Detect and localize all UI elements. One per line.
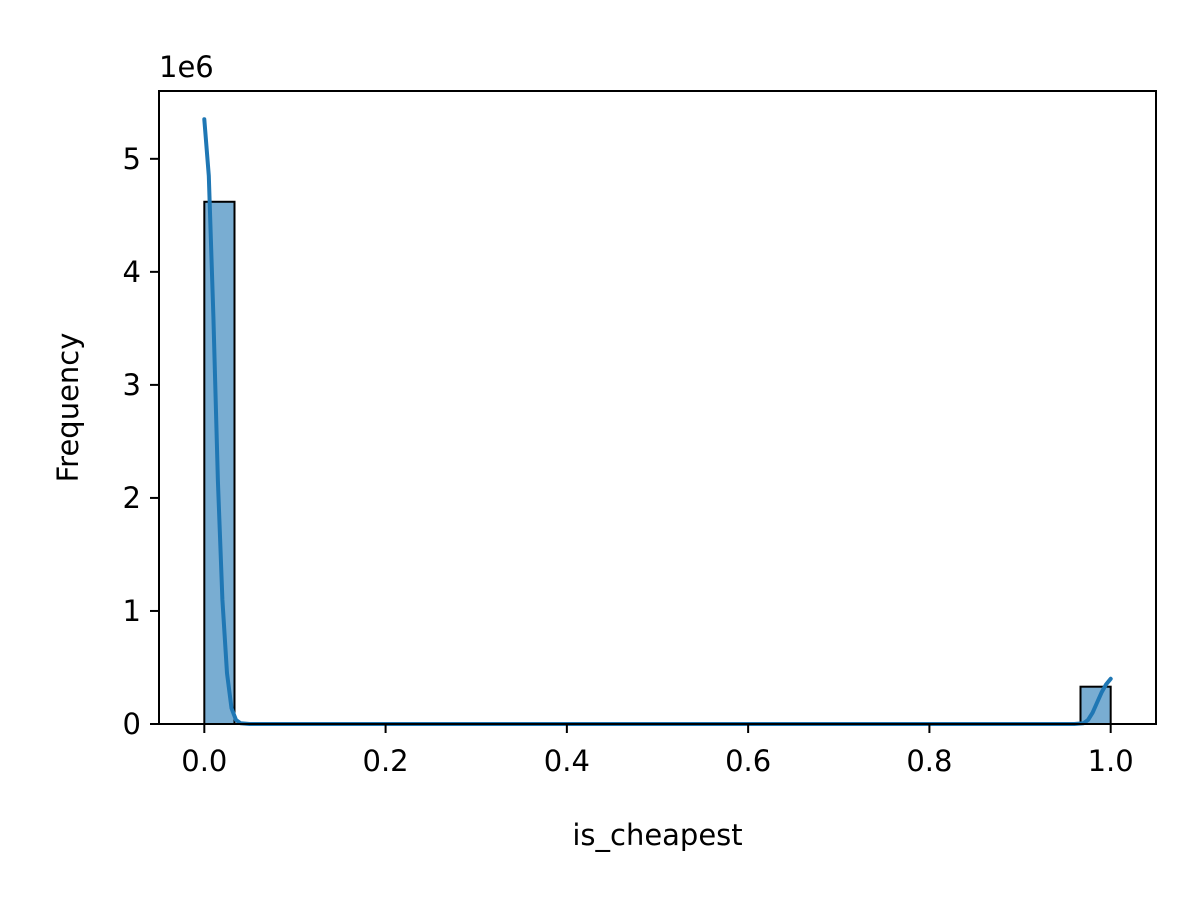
y-axis-ticks: 0 1 2 3 4 5 [123,142,159,741]
x-tick-label: 0.8 [906,744,952,778]
y-tick-label: 4 [123,255,141,289]
x-tick-label: 0.0 [181,744,227,778]
x-axis-label: is_cheapest [572,818,742,852]
y-axis-offset-label: 1e6 [159,50,214,84]
x-tick-label: 0.6 [725,744,771,778]
x-tick-label: 0.4 [544,744,590,778]
y-tick-label: 1 [123,594,141,628]
x-axis-ticks: 0.0 0.2 0.4 0.6 0.8 1.0 [181,724,1134,778]
y-tick-label: 0 [123,707,141,741]
x-tick-label: 0.2 [363,744,409,778]
y-axis-label: Frequency [51,333,85,483]
kde-line [202,117,1113,726]
plot-area-frame [158,90,1157,725]
bars-layer [203,200,1112,726]
histogram-bar-0 [203,200,236,725]
kde-layer [202,117,1113,726]
y-tick-label: 2 [123,481,141,515]
x-tick-label: 1.0 [1088,744,1134,778]
axes-layer [158,90,1157,725]
y-tick-label: 3 [123,368,141,402]
y-tick-label: 5 [123,142,141,176]
